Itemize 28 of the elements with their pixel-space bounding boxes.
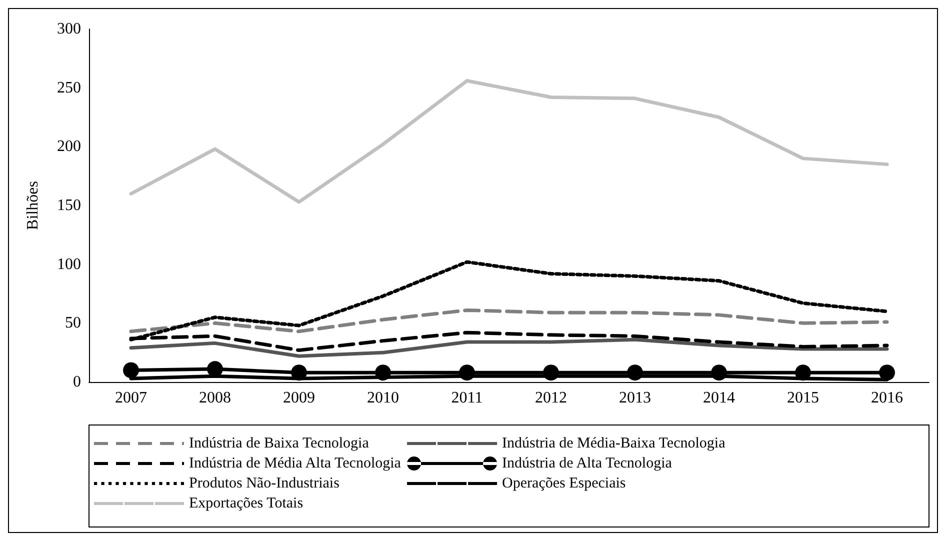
legend-label: Exportações Totais (189, 496, 304, 512)
y-tick-label: 50 (65, 314, 81, 332)
legend-label: Indústria de Média Alta Tecnologia (189, 456, 402, 472)
legend-label: Produtos Não-Industriais (189, 476, 340, 492)
y-tick-label: 0 (73, 374, 81, 390)
x-tick-label: 2010 (367, 390, 399, 406)
x-tick-label: 2008 (199, 390, 231, 406)
x-tick-label: 2007 (115, 390, 147, 406)
x-tick-label: 2015 (787, 390, 819, 406)
legend-label: Indústria de Alta Tecnologia (502, 456, 672, 472)
y-tick-label: 250 (57, 79, 81, 96)
x-tick-label: 2014 (703, 390, 735, 406)
x-tick-label: 2016 (871, 390, 903, 406)
line-series (129, 338, 889, 358)
legend-label: Indústria de Baixa Tecnologia (189, 436, 370, 452)
y-axis-title: Bilhões (24, 181, 42, 230)
line-series (129, 308, 889, 334)
y-tick-label: 300 (57, 20, 81, 38)
x-tick-label: 2012 (535, 390, 567, 406)
x-tick-label: 2013 (619, 390, 651, 406)
x-tick-label: 2009 (283, 390, 315, 406)
x-tick-label: 2011 (451, 390, 483, 406)
y-tick-label: 100 (57, 256, 81, 273)
legend-label: Indústria de Média-Baixa Tecnologia (502, 436, 726, 452)
line-series (129, 79, 889, 204)
y-tick-label: 150 (57, 197, 81, 214)
y-tick-label: 200 (57, 138, 81, 156)
legend-label: Operações Especiais (502, 476, 626, 492)
